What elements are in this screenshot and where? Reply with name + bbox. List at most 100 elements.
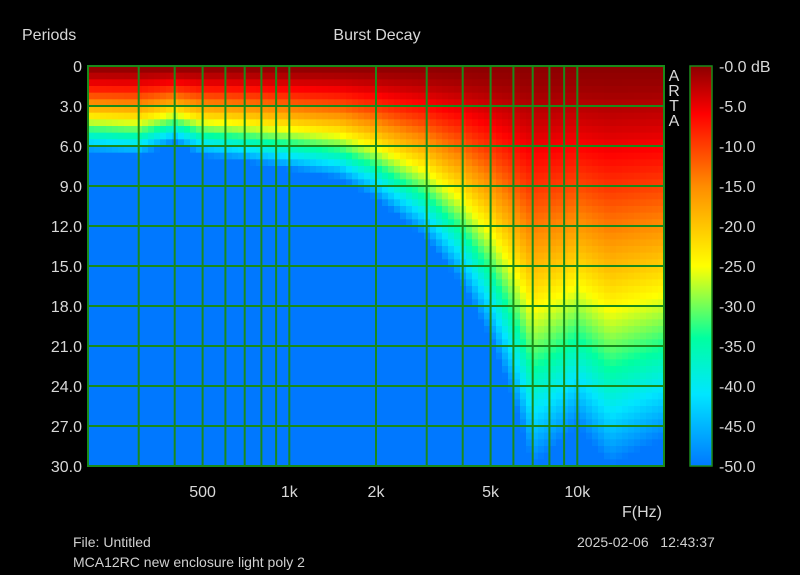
- heatmap-cell: [334, 439, 341, 447]
- heatmap-cell: [556, 239, 563, 247]
- heatmap-cell: [226, 159, 233, 167]
- heatmap-cell: [250, 199, 257, 207]
- heatmap-cell: [550, 366, 557, 374]
- heatmap-cell: [532, 392, 539, 400]
- heatmap-cell: [352, 172, 359, 180]
- heatmap-cell: [538, 86, 545, 94]
- heatmap-cell: [532, 186, 539, 194]
- heatmap-cell: [346, 99, 353, 107]
- heatmap-cell: [328, 152, 335, 160]
- heatmap-cell: [436, 199, 443, 207]
- heatmap-cell: [316, 119, 323, 127]
- heatmap-cell: [358, 186, 365, 194]
- heatmap-cell: [400, 166, 407, 174]
- heatmap-cell: [226, 326, 233, 334]
- heatmap-cell: [124, 399, 131, 407]
- heatmap-cell: [250, 99, 257, 107]
- heatmap-cell: [382, 332, 389, 340]
- heatmap-cell: [418, 112, 425, 120]
- heatmap-cell: [112, 246, 119, 254]
- heatmap-cell: [262, 159, 269, 167]
- heatmap-cell: [520, 346, 527, 354]
- heatmap-cell: [406, 259, 413, 267]
- heatmap-cell: [544, 359, 551, 367]
- heatmap-cell: [340, 452, 347, 460]
- heatmap-cell: [394, 392, 401, 400]
- heatmap-cell: [160, 246, 167, 254]
- heatmap-cell: [472, 272, 479, 280]
- heatmap-cell: [520, 212, 527, 220]
- heatmap-cell: [376, 112, 383, 120]
- heatmap-cell: [166, 359, 173, 367]
- heatmap-cell: [322, 392, 329, 400]
- heatmap-cell: [118, 366, 125, 374]
- heatmap-cell: [430, 112, 437, 120]
- heatmap-cell: [526, 352, 533, 360]
- heatmap-cell: [118, 286, 125, 294]
- heatmap-cell: [454, 246, 461, 254]
- heatmap-cell: [316, 266, 323, 274]
- heatmap-cell: [292, 172, 299, 180]
- heatmap-cell: [484, 432, 491, 440]
- heatmap-cell: [232, 339, 239, 347]
- heatmap-cell: [544, 452, 551, 460]
- heatmap-cell: [520, 359, 527, 367]
- heatmap-cell: [226, 232, 233, 240]
- heatmap-cell: [346, 232, 353, 240]
- heatmap-cell: [562, 266, 569, 274]
- heatmap-cell: [100, 92, 107, 100]
- heatmap-cell: [304, 312, 311, 320]
- heatmap-cell: [166, 192, 173, 200]
- heatmap-cell: [268, 99, 275, 107]
- heatmap-cell: [466, 79, 473, 87]
- heatmap-cell: [352, 306, 359, 314]
- heatmap-cell: [100, 86, 107, 94]
- heatmap-cell: [562, 66, 569, 74]
- heatmap-cell: [484, 166, 491, 174]
- heatmap-cell: [280, 99, 287, 107]
- heatmap-cell: [262, 239, 269, 247]
- heatmap-cell: [490, 386, 497, 394]
- heatmap-cell: [88, 79, 95, 87]
- heatmap-cell: [274, 392, 281, 400]
- heatmap-cell: [496, 199, 503, 207]
- heatmap-cell: [550, 146, 557, 154]
- heatmap-cell: [454, 239, 461, 247]
- heatmap-cell: [190, 246, 197, 254]
- heatmap-cell: [88, 226, 95, 234]
- heatmap-cell: [262, 126, 269, 134]
- heatmap-cell: [328, 339, 335, 347]
- heatmap-cell: [532, 432, 539, 440]
- heatmap-cell: [556, 106, 563, 114]
- heatmap-cell: [94, 152, 101, 160]
- heatmap-cell: [430, 172, 437, 180]
- heatmap-cell: [142, 286, 149, 294]
- heatmap-cell: [418, 92, 425, 100]
- heatmap-cell: [268, 452, 275, 460]
- heatmap-cell: [472, 86, 479, 94]
- heatmap-cell: [448, 332, 455, 340]
- heatmap-cell: [280, 399, 287, 407]
- heatmap-cell: [568, 86, 575, 94]
- heatmap-cell: [388, 166, 395, 174]
- heatmap-cell: [496, 246, 503, 254]
- heatmap-cell: [178, 206, 185, 214]
- heatmap-cell: [382, 119, 389, 127]
- y-axis-title: Periods: [22, 27, 76, 44]
- heatmap-cell: [412, 432, 419, 440]
- heatmap-cell: [436, 246, 443, 254]
- heatmap-cell: [364, 246, 371, 254]
- heatmap-cell: [412, 119, 419, 127]
- heatmap-cell: [178, 239, 185, 247]
- heatmap-cell: [334, 332, 341, 340]
- heatmap-cell: [178, 86, 185, 94]
- heatmap-cell: [556, 146, 563, 154]
- heatmap-cell: [466, 459, 473, 467]
- heatmap-cell: [400, 399, 407, 407]
- heatmap-cell: [580, 99, 587, 107]
- heatmap-cell: [208, 112, 215, 120]
- heatmap-cell: [496, 119, 503, 127]
- heatmap-cell: [580, 326, 587, 334]
- heatmap-cell: [388, 432, 395, 440]
- heatmap-cell: [514, 459, 521, 467]
